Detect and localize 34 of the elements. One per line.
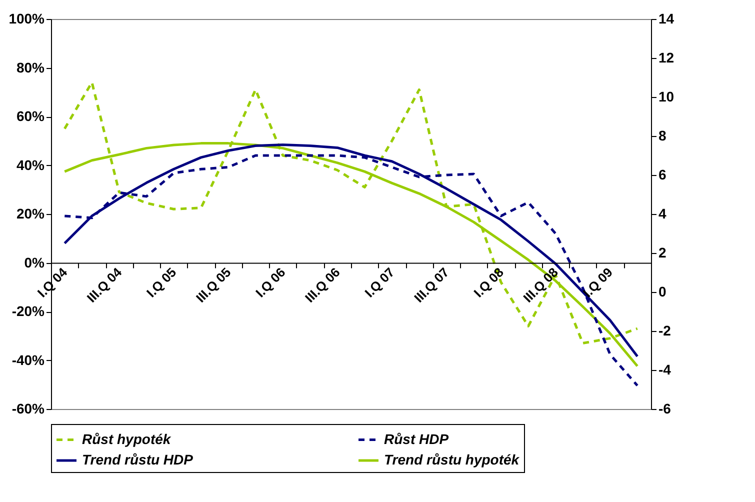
x-tick-label: I.Q 09 [580,264,616,300]
y2-tick-label: 14 [658,10,674,26]
y-tick-label: 0% [24,254,46,270]
y2-tick-label: 12 [658,50,674,66]
y2-tick-label: 8 [658,128,666,144]
y-tick-label: 100% [8,10,46,26]
legend-label: Trend růstu HDP [82,452,194,468]
legend-label: Trend růstu hypoték [384,452,520,468]
y2-tick-label: 0 [658,284,666,300]
y2-tick-label: -6 [658,400,672,416]
y-tick-label: -20% [12,303,46,319]
y2-tick-label: -4 [658,362,672,378]
y2-tick-label: 10 [658,88,674,104]
y-tick-label: 80% [16,59,46,76]
x-tick-label: III.Q 08 [520,264,561,306]
y-tick-label: 20% [16,206,46,222]
y-tick-label: 60% [16,108,46,124]
legend-label: Růst HDP [384,430,450,447]
x-tick-label: III.Q 04 [84,264,126,306]
legend-label: Růst hypoték [82,430,172,447]
y-tick-label: -40% [12,352,46,368]
y2-tick-label: -2 [658,322,672,338]
y2-tick-label: 6 [658,166,666,182]
x-tick-label: I.Q 05 [144,264,180,300]
x-tick-label: III.Q 05 [192,264,234,306]
x-tick-label: I.Q 07 [362,264,398,300]
y-tick-label: -60% [12,400,46,416]
x-tick-label: III.Q 07 [411,264,452,306]
y2-tick-label: 4 [658,206,666,222]
y-tick-label: 40% [16,156,46,173]
x-tick-label: I.Q 08 [470,264,506,300]
y2-tick-label: 2 [658,244,666,260]
x-tick-label: I.Q 06 [252,264,288,300]
x-tick-label: III.Q 06 [302,264,343,306]
